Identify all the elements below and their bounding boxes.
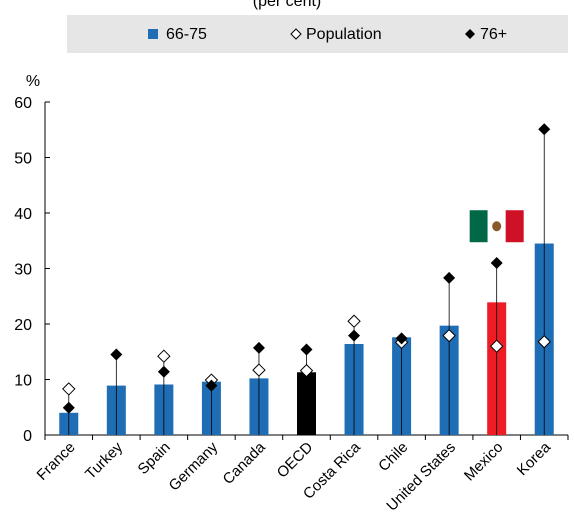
marker-76-plus — [538, 123, 551, 136]
x-tick-label: Canada — [220, 438, 270, 488]
flag-stripe — [469, 210, 488, 243]
x-tick-label: Korea — [514, 438, 555, 479]
x-tick-label: OECD — [274, 439, 317, 482]
legend-marker-76-plus — [465, 29, 475, 39]
legend-label-66-75: 66-75 — [166, 26, 207, 43]
marker-76-plus — [62, 401, 75, 414]
y-axis: 0 10 20 30 40 50 60 — [14, 95, 50, 445]
marker-population — [157, 349, 171, 363]
marker-76-plus — [205, 379, 218, 392]
marker-population — [442, 328, 456, 343]
x-tick-label: Chile — [375, 439, 411, 475]
x-tick-label: Mexico — [461, 439, 507, 485]
legend-label-76-plus: 76+ — [480, 26, 507, 43]
marker-76-plus — [348, 329, 361, 342]
legend: 66-75 Population 76+ — [67, 15, 568, 53]
flag-stripe — [505, 210, 524, 243]
marker-population — [489, 339, 504, 353]
marker-population — [299, 363, 314, 378]
y-tick-label: 0 — [23, 428, 32, 445]
marker-population — [347, 314, 361, 328]
legend-label-population: Population — [306, 26, 382, 43]
y-tick-label: 50 — [14, 151, 32, 168]
y-tick-label: 10 — [14, 373, 32, 390]
x-tick-label: France — [34, 439, 79, 484]
x-tick-label: Spain — [135, 439, 174, 478]
y-tick-label: 20 — [14, 317, 32, 334]
legend-marker-population — [290, 28, 302, 40]
marker-76-plus — [157, 365, 170, 378]
x-tick-label: Turkey — [82, 438, 126, 482]
flag-emblem — [492, 221, 502, 232]
y-tick-label: 40 — [14, 206, 32, 223]
plot-area — [59, 123, 554, 435]
x-tick-label: Germany — [166, 438, 222, 494]
chart-title-fragment: (per cent) — [253, 0, 321, 10]
marker-population — [537, 335, 551, 349]
y-tick-label: 60 — [14, 95, 32, 112]
marker-76-plus — [395, 332, 408, 345]
marker-76-plus — [443, 271, 456, 284]
mexico-flag-icon — [469, 210, 524, 243]
legend-swatch-66-75 — [148, 29, 158, 39]
y-axis-unit-label: % — [26, 73, 40, 90]
marker-76-plus — [490, 256, 503, 269]
marker-population — [252, 363, 266, 377]
marker-population — [62, 382, 76, 396]
marker-76-plus — [252, 341, 265, 354]
marker-76-plus — [300, 343, 313, 356]
y-tick-label: 30 — [14, 262, 32, 279]
marker-76-plus — [110, 348, 123, 361]
